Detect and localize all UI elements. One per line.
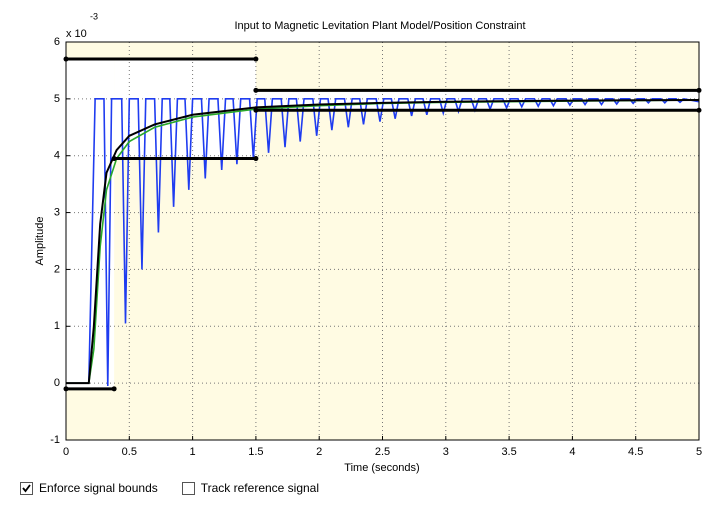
- y-tick-label: 6: [54, 36, 60, 48]
- plot-frame: [65, 41, 700, 441]
- x-tick-label: 1.5: [248, 446, 263, 458]
- x-tick-label: 3: [443, 446, 449, 458]
- bound-endpoint: [253, 156, 259, 162]
- checkbox-track[interactable]: Track reference signal: [181, 481, 320, 495]
- x-tick-label: 2: [316, 446, 322, 458]
- bound-endpoint: [253, 56, 259, 62]
- x-tick-label: 3.5: [501, 446, 516, 458]
- y-tick-label: -1: [50, 434, 60, 446]
- checkbox[interactable]: [20, 481, 33, 495]
- bound-endpoint: [111, 156, 117, 162]
- y-tick-label: 5: [54, 93, 60, 105]
- x-tick-label: 4.5: [628, 446, 643, 458]
- y-tick-label: 1: [54, 320, 60, 332]
- checkbox-label: Enforce signal bounds: [39, 481, 158, 495]
- x-tick-label: 1: [190, 446, 196, 458]
- chart-title: Input to Magnetic Levitation Plant Model…: [234, 20, 525, 32]
- checkbox-enforce[interactable]: Enforce signal bounds: [20, 481, 158, 495]
- y-tick-label: 2: [54, 263, 60, 275]
- x-axis-label: Time (seconds): [344, 462, 419, 474]
- series-line: [66, 98, 700, 385]
- chart: Input to Magnetic Levitation Plant Model…: [34, 11, 702, 474]
- bound-endpoint: [111, 386, 117, 392]
- series-line: [66, 97, 700, 386]
- checkbox-label: Track reference signal: [200, 481, 320, 495]
- x-tick-label: 4: [569, 446, 575, 458]
- x-tick-label: 0: [63, 446, 69, 458]
- y-axis-label: Amplitude: [34, 217, 46, 266]
- exponent-base: x 10: [66, 28, 87, 40]
- bound-endpoint: [253, 107, 259, 113]
- y-tick-label: 0: [54, 377, 60, 389]
- controls: Enforce signal bounds Track reference si…: [20, 481, 319, 495]
- check-mark: [22, 483, 31, 492]
- x-tick-label: 0.5: [122, 446, 137, 458]
- y-tick-label: 3: [54, 206, 60, 218]
- x-tick-label: 2.5: [375, 446, 390, 458]
- checkbox[interactable]: [181, 481, 195, 495]
- x-tick-label: 5: [696, 446, 702, 458]
- bound-endpoint: [253, 87, 259, 93]
- y-tick-label: 4: [54, 150, 60, 162]
- exponent-power: -3: [90, 11, 98, 21]
